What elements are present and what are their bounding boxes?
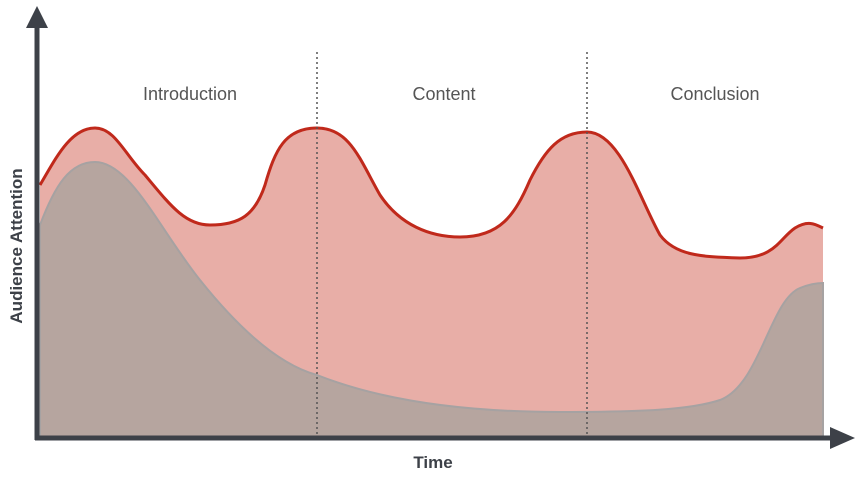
y-axis-label: Audience Attention xyxy=(7,168,26,323)
x-axis-arrow xyxy=(830,427,855,449)
overall-attention-line xyxy=(38,126,824,260)
y-axis-arrow xyxy=(26,6,48,28)
section-label: Introduction xyxy=(143,84,237,104)
baseline-attention-area xyxy=(39,160,824,438)
section-label: Content xyxy=(412,84,475,104)
x-axis-label: Time xyxy=(413,453,452,472)
section-label: Conclusion xyxy=(670,84,759,104)
